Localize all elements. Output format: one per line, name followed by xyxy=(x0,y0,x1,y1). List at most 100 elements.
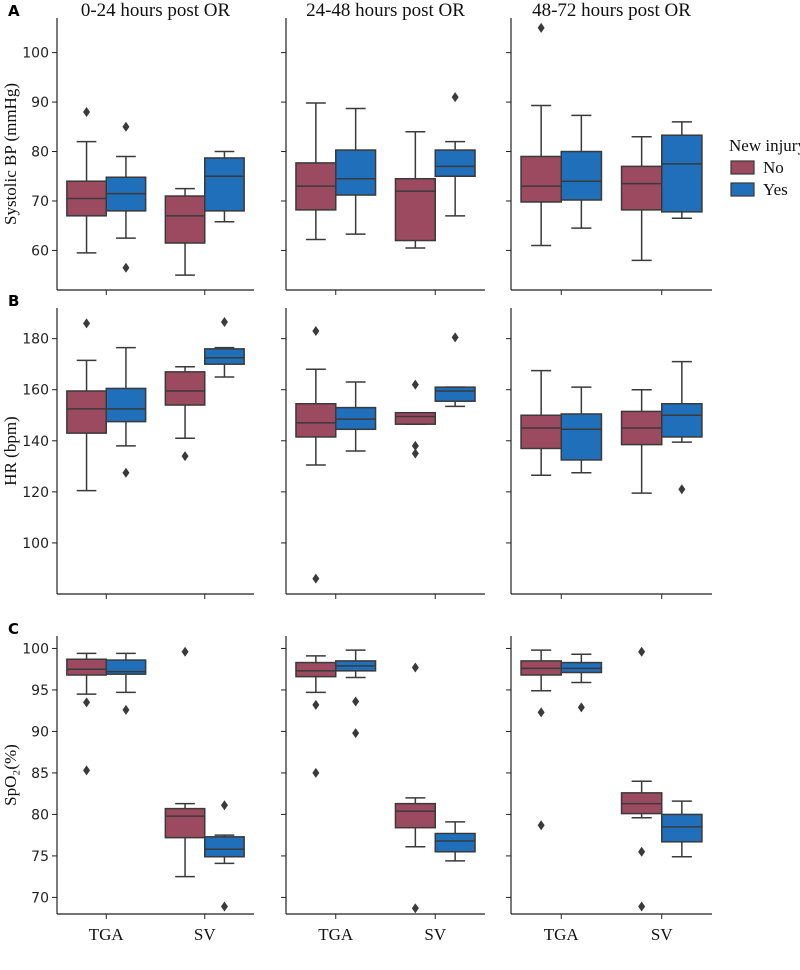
row-B-panel-1-sv-no-outlier-1 xyxy=(181,451,189,462)
row-C-panel-3-tga-no-outlier-2 xyxy=(537,820,545,831)
row-A-panel-3-sv-yes-box xyxy=(661,134,703,213)
legend-label-yes: Yes xyxy=(763,180,788,199)
row-C-panel-2-tga-no-outlier-1 xyxy=(312,699,320,710)
row-C-panel-1-tga-no-outlier-2 xyxy=(83,765,91,776)
legend-swatch-yes xyxy=(730,182,755,197)
legend-label-no: No xyxy=(763,158,784,177)
row-A-panel-3-tga-no-outlier-1 xyxy=(537,22,545,33)
row-C-panel-2-sv-no-outlier-1 xyxy=(411,662,419,673)
ytick-label-row-B-180: 180 xyxy=(22,332,49,348)
xtick-label-panel-3-SV: SV xyxy=(651,925,673,944)
row-C-panel-3-sv-no-outlier-3 xyxy=(638,901,646,912)
ytick-label-row-C-90: 90 xyxy=(31,724,49,740)
xtick-label-panel-1-SV: SV xyxy=(194,925,216,944)
row-B-panel-2-sv-no-outlier-1 xyxy=(411,379,419,390)
y-axis-label-row-B: HR (bpm) xyxy=(1,416,20,485)
row-A-panel-3-sv-no-box xyxy=(620,165,663,211)
ytick-label-row-C-75: 75 xyxy=(31,849,49,865)
row-A-panel-1-sv-yes-box xyxy=(204,157,245,212)
row-A-panel-1-sv-no-box xyxy=(164,195,206,244)
row-B-panel-1-sv-yes-outlier-1 xyxy=(220,317,228,328)
row-C-panel-1-tga-no-box xyxy=(66,658,107,676)
legend-title: New injury xyxy=(729,136,800,155)
xtick-label-panel-2-TGA: TGA xyxy=(318,925,354,944)
row-C-panel-3-tga-yes-box xyxy=(560,661,603,674)
y-axis-label-row-A: Systolic BP (mmHg) xyxy=(1,83,20,225)
row-A-panel-1-tga-no-outlier-1 xyxy=(83,106,91,117)
ytick-label-row-C-70: 70 xyxy=(31,890,49,906)
row-A-panel-1-tga-yes-outlier-1 xyxy=(122,121,130,132)
row-C-panel-1-tga-no-outlier-1 xyxy=(83,697,91,708)
row-B-panel-1-tga-yes-outlier-1 xyxy=(122,467,130,478)
ytick-label-row-A-100: 100 xyxy=(22,46,49,62)
row-A-panel-3-tga-yes-box xyxy=(560,150,603,201)
ytick-label-row-B-100: 100 xyxy=(22,536,49,552)
row-A-panel-2-sv-yes-outlier-1 xyxy=(451,92,459,103)
column-title-2: 24-48 hours post OR xyxy=(306,0,465,21)
xtick-label-panel-3-TGA: TGA xyxy=(544,925,580,944)
row-A-panel-2-sv-no-box xyxy=(394,177,437,242)
row-C-panel-3-sv-yes-box xyxy=(661,813,703,843)
ytick-label-row-B-160: 160 xyxy=(22,383,49,399)
column-title-3: 48-72 hours post OR xyxy=(532,0,691,21)
row-B-panel-1-tga-no-box xyxy=(66,390,107,434)
row-B-panel-3-tga-yes-box xyxy=(560,413,603,461)
row-C-panel-3-sv-no-outlier-2 xyxy=(638,846,646,857)
ytick-label-row-C-85: 85 xyxy=(31,766,49,782)
row-C-panel-1-sv-yes-outlier-2 xyxy=(220,901,228,912)
ytick-label-row-B-120: 120 xyxy=(22,485,49,501)
row-B-panel-2-sv-no-outlier-3 xyxy=(411,448,419,459)
row-B-panel-3-tga-no-box xyxy=(520,414,562,450)
ytick-label-row-B-140: 140 xyxy=(22,434,49,450)
ytick-label-row-C-95: 95 xyxy=(31,683,49,699)
row-B-panel-2-sv-yes-outlier-1 xyxy=(451,332,459,343)
row-B-panel-2-tga-no-box xyxy=(295,403,337,438)
row-B-panel-1-tga-no-outlier-1 xyxy=(83,318,91,329)
row-C-panel-1-sv-no-box xyxy=(164,807,206,839)
row-C-panel-2-sv-no-box xyxy=(394,802,437,829)
row-A-panel-1-tga-yes-outlier-2 xyxy=(122,262,130,273)
row-C-panel-2-tga-yes-outlier-1 xyxy=(352,696,360,707)
row-C-panel-1-tga-yes-box xyxy=(105,659,147,675)
xtick-label-panel-1-TGA: TGA xyxy=(89,925,125,944)
row-C-panel-3-sv-no-outlier-1 xyxy=(638,646,646,657)
row-letter-A: A xyxy=(8,2,20,20)
row-C-panel-1-sv-yes-outlier-1 xyxy=(220,800,228,811)
ytick-label-row-A-80: 80 xyxy=(31,145,49,161)
row-B-panel-2-sv-yes-box xyxy=(434,386,476,402)
row-B-panel-3-sv-yes-box xyxy=(661,403,703,438)
ytick-label-row-A-90: 90 xyxy=(31,95,49,111)
row-B-panel-2-tga-no-outlier-1 xyxy=(312,325,320,336)
ytick-label-row-C-100: 100 xyxy=(22,641,49,657)
row-C-panel-1-tga-yes-outlier-1 xyxy=(122,704,130,715)
row-letter-C: C xyxy=(8,620,19,638)
row-C-panel-2-sv-yes-box xyxy=(434,832,476,853)
ytick-label-row-A-70: 70 xyxy=(31,194,49,210)
row-C-panel-3-tga-no-outlier-1 xyxy=(537,707,545,718)
ytick-label-row-C-80: 80 xyxy=(31,807,49,823)
row-B-panel-2-tga-no-outlier-2 xyxy=(312,573,320,584)
row-A-panel-2-sv-yes-box xyxy=(434,149,476,178)
row-B-panel-1-tga-yes-box xyxy=(105,387,147,423)
column-title-1: 0-24 hours post OR xyxy=(81,0,231,21)
y-axis-label-row-C: SpO₂(%) xyxy=(1,744,20,806)
ytick-label-row-A-60: 60 xyxy=(31,243,49,259)
legend-swatch-no xyxy=(730,160,755,175)
row-C-panel-2-tga-no-box xyxy=(295,661,337,678)
row-B-panel-3-sv-yes-outlier-1 xyxy=(678,484,686,495)
row-A-panel-3-tga-no-box xyxy=(520,155,562,203)
xtick-label-panel-2-SV: SV xyxy=(424,925,446,944)
row-B-panel-2-sv-no-box xyxy=(394,411,437,425)
row-B-panel-1-sv-no-box xyxy=(164,371,206,406)
row-C-panel-3-tga-yes-outlier-1 xyxy=(577,702,585,713)
row-C-panel-2-tga-no-outlier-2 xyxy=(312,767,320,778)
row-B-panel-2-sv-no-outlier-2 xyxy=(411,440,419,451)
row-B-panel-1-sv-yes-box xyxy=(204,348,245,365)
row-C-panel-2-sv-no-outlier-2 xyxy=(411,903,419,914)
row-C-panel-1-sv-no-outlier-1 xyxy=(181,646,189,657)
row-letter-B: B xyxy=(8,292,19,310)
row-C-panel-1-sv-yes-box xyxy=(204,836,245,858)
row-C-panel-2-tga-yes-outlier-2 xyxy=(352,728,360,739)
row-A-panel-2-tga-yes-box xyxy=(335,149,377,196)
